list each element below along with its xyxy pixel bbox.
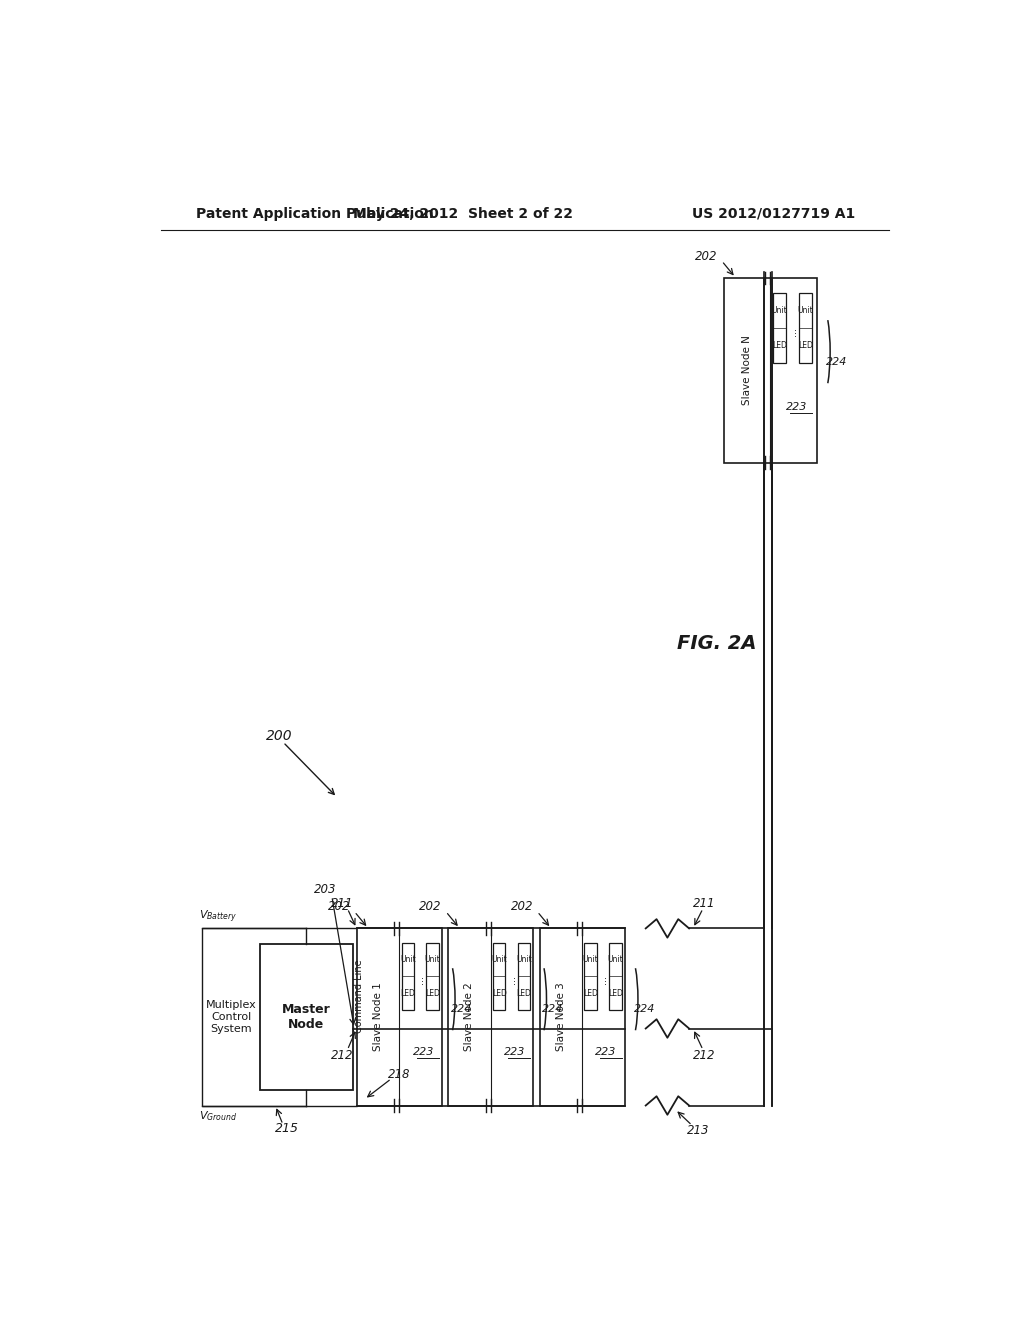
Text: Unit: Unit xyxy=(772,306,787,314)
Text: Multiplex
Control
System: Multiplex Control System xyxy=(206,1001,256,1034)
Text: ...: ... xyxy=(787,327,798,335)
Text: LED: LED xyxy=(400,989,415,998)
Text: 223: 223 xyxy=(504,1047,525,1057)
Text: 224: 224 xyxy=(634,1005,654,1014)
Text: 211: 211 xyxy=(693,898,716,911)
Text: 212: 212 xyxy=(332,1049,354,1063)
Text: 202: 202 xyxy=(695,249,718,263)
Bar xyxy=(401,942,414,1010)
Text: Slave Node 2: Slave Node 2 xyxy=(465,982,474,1051)
Text: Slave Node 1: Slave Node 1 xyxy=(373,982,383,1051)
Bar xyxy=(493,942,506,1010)
Text: 203: 203 xyxy=(314,883,337,896)
Bar xyxy=(540,928,625,1105)
Text: 224: 224 xyxy=(542,1005,563,1014)
Text: Unit: Unit xyxy=(607,954,624,964)
Text: 223: 223 xyxy=(785,403,807,412)
Text: LED: LED xyxy=(516,989,531,998)
Bar xyxy=(260,944,352,1090)
Text: 213: 213 xyxy=(687,1123,710,1137)
Text: $V_{Ground}$: $V_{Ground}$ xyxy=(200,1109,238,1123)
Bar xyxy=(609,942,622,1010)
Text: 223: 223 xyxy=(595,1047,616,1057)
Text: ...: ... xyxy=(507,975,516,985)
Text: Patent Application Publication: Patent Application Publication xyxy=(197,207,434,220)
Text: 224: 224 xyxy=(825,356,847,367)
Bar xyxy=(773,293,786,363)
Text: 202: 202 xyxy=(328,900,350,913)
Bar xyxy=(426,942,438,1010)
Text: 215: 215 xyxy=(274,1122,299,1135)
Bar xyxy=(518,942,530,1010)
Text: US 2012/0127719 A1: US 2012/0127719 A1 xyxy=(691,207,855,220)
Text: $V_{Battery}$: $V_{Battery}$ xyxy=(200,908,238,924)
Text: LED: LED xyxy=(584,989,598,998)
Text: LED: LED xyxy=(425,989,440,998)
Bar xyxy=(724,277,817,462)
Text: LED: LED xyxy=(798,341,813,350)
Text: 202: 202 xyxy=(511,900,534,913)
Text: 211: 211 xyxy=(332,898,354,911)
Text: Slave Node N: Slave Node N xyxy=(742,335,753,405)
Text: Command Line: Command Line xyxy=(354,958,364,1032)
Text: 224: 224 xyxy=(451,1005,472,1014)
Text: 212: 212 xyxy=(693,1049,716,1063)
Text: Unit: Unit xyxy=(583,954,598,964)
Text: Unit: Unit xyxy=(798,306,813,314)
Bar xyxy=(799,293,812,363)
Text: LED: LED xyxy=(772,341,787,350)
Text: FIG. 2A: FIG. 2A xyxy=(677,634,757,653)
Text: ...: ... xyxy=(598,975,608,985)
Text: ...: ... xyxy=(415,975,425,985)
Text: Slave Node 3: Slave Node 3 xyxy=(556,982,566,1051)
Text: Master
Node: Master Node xyxy=(282,1003,331,1031)
Bar xyxy=(585,942,597,1010)
Text: Unit: Unit xyxy=(492,954,507,964)
Bar xyxy=(202,928,356,1105)
Text: 202: 202 xyxy=(420,900,442,913)
Bar xyxy=(356,928,442,1105)
Text: LED: LED xyxy=(608,989,623,998)
Text: Unit: Unit xyxy=(400,954,416,964)
Text: 218: 218 xyxy=(388,1068,411,1081)
Text: May 24, 2012  Sheet 2 of 22: May 24, 2012 Sheet 2 of 22 xyxy=(353,207,572,220)
Text: 200: 200 xyxy=(266,729,293,743)
Text: LED: LED xyxy=(492,989,507,998)
Text: Unit: Unit xyxy=(516,954,531,964)
Text: 223: 223 xyxy=(413,1047,434,1057)
Bar xyxy=(449,928,534,1105)
Text: Unit: Unit xyxy=(425,954,440,964)
